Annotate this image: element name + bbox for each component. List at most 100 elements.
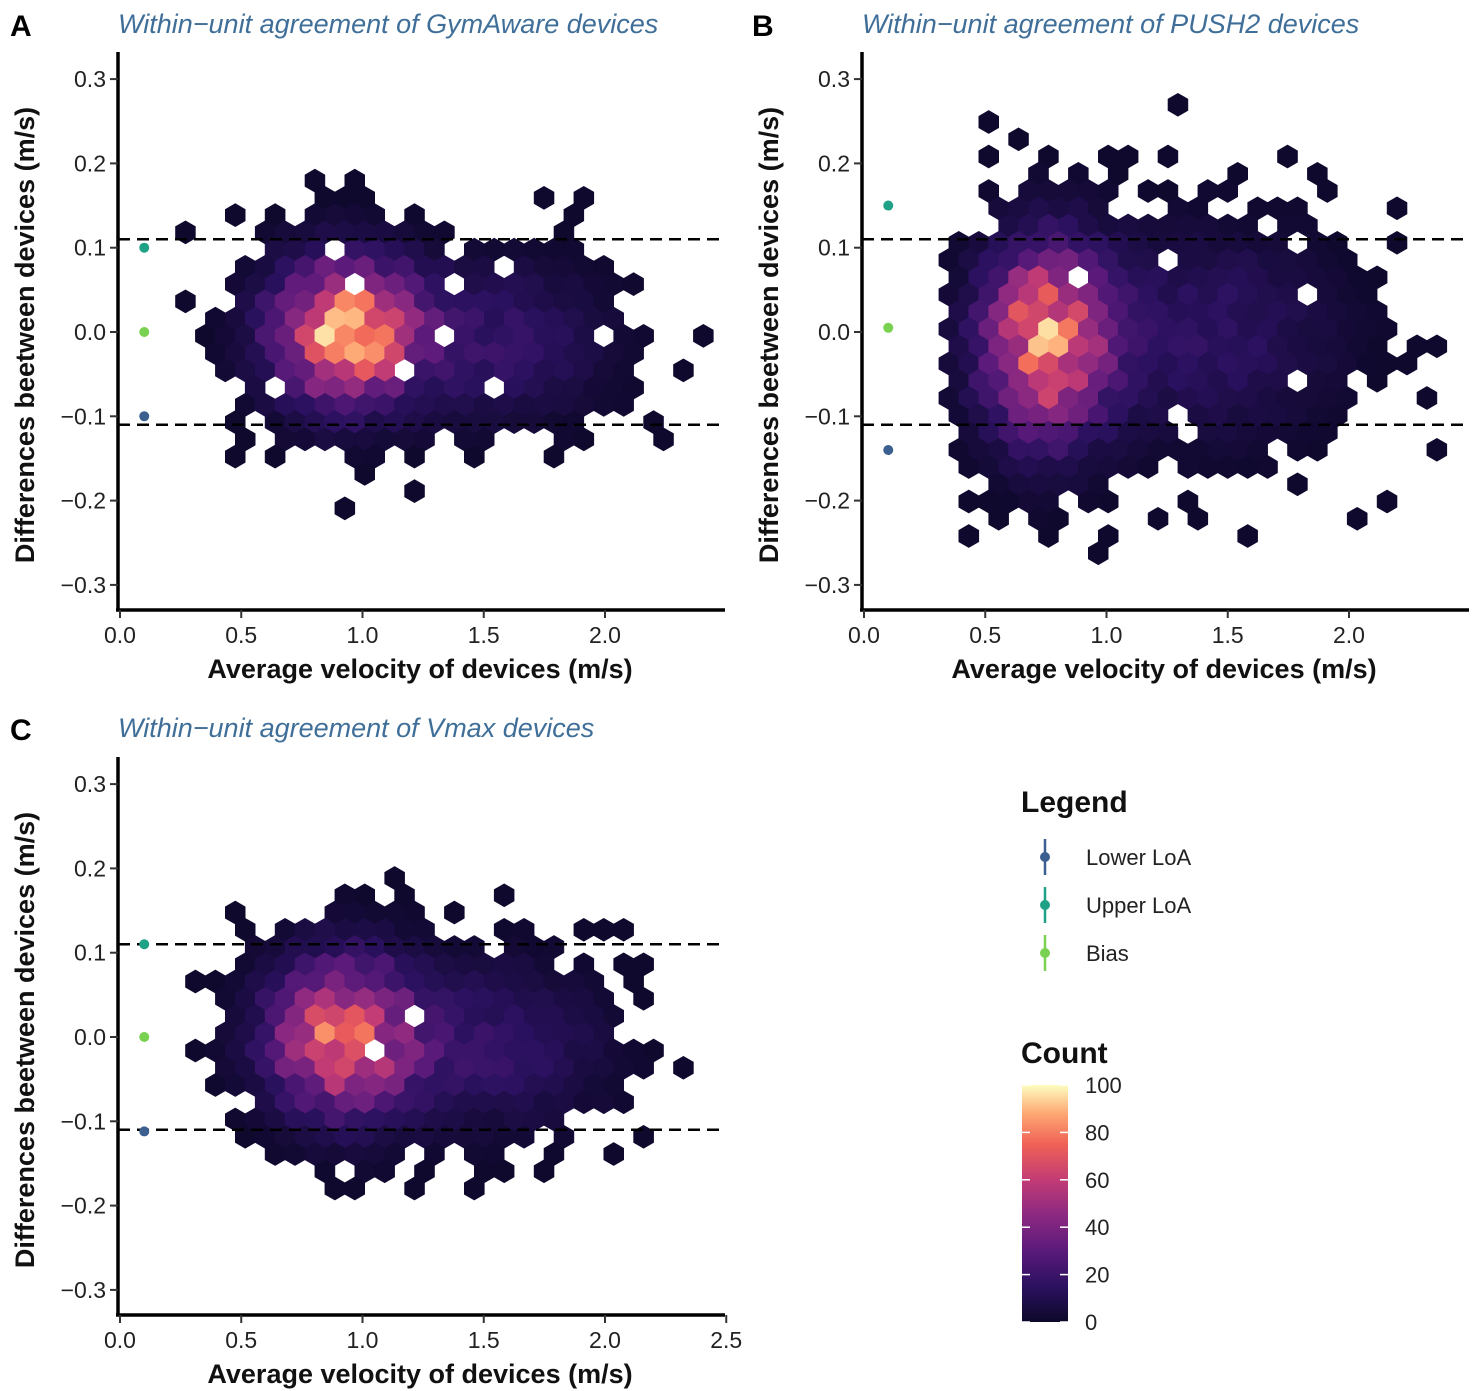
colorbar-ticks: 100 80 60 40 20 0	[1022, 1073, 1122, 1335]
panel-letter-a: A	[10, 10, 32, 43]
x-tick-label: 0.5	[969, 622, 1001, 648]
panel-letter-b: B	[752, 10, 774, 43]
hexbin	[573, 427, 595, 452]
y-tick-label: 0.2	[74, 855, 106, 881]
panel-a: A Within−unit agreement of GymAware devi…	[10, 9, 725, 684]
hexbin	[623, 272, 644, 296]
x-tick-label: 1.5	[468, 1327, 500, 1353]
hexbin	[533, 186, 555, 210]
hexbin	[404, 444, 425, 469]
colorbar: Count 100 80 60 40 20 0	[1021, 1037, 1122, 1335]
x-tick-label: 0.0	[848, 622, 880, 648]
y-tick-label: 0.1	[818, 235, 850, 261]
lower-loa-point	[883, 445, 894, 456]
hexbin	[1217, 179, 1238, 203]
hexbin	[1416, 386, 1438, 410]
y-tick-label: −0.3	[805, 572, 850, 598]
x-tick-label: 2.0	[589, 622, 621, 648]
legend-item-lower-loa: Lower LoA	[1040, 839, 1192, 875]
hexbin	[1366, 368, 1388, 393]
hexbin	[1098, 489, 1119, 514]
y-tick-label: −0.1	[61, 403, 106, 429]
y-tick-label: −0.3	[61, 1277, 106, 1303]
y-tick-label: −0.1	[805, 403, 850, 429]
hexbin	[1287, 472, 1308, 497]
upper-loa-point-key	[1040, 900, 1050, 910]
hexbin	[225, 203, 246, 227]
colorbar-tick-label: 60	[1085, 1168, 1109, 1193]
hexbin	[543, 444, 565, 469]
upper-loa-point	[139, 242, 150, 253]
y-tick-label: −0.2	[61, 1193, 106, 1219]
hexbin	[264, 444, 286, 469]
hexbin	[613, 393, 634, 417]
upper-loa-point	[883, 200, 894, 211]
hexbin	[1038, 524, 1059, 548]
colorbar-title: Count	[1021, 1037, 1108, 1070]
lower-loa-point-key	[1040, 852, 1050, 862]
hexbin	[1396, 351, 1418, 376]
hexbin	[613, 1090, 634, 1115]
hexbin	[613, 917, 634, 942]
hexbin	[693, 324, 714, 348]
y-tick-label: 0.2	[74, 150, 106, 176]
panel-b: B Within−unit agreement of PUSH2 devices…	[752, 9, 1469, 684]
hexbin	[1137, 455, 1159, 479]
hexbin	[493, 883, 515, 908]
y-tick-label: 0.3	[818, 66, 850, 92]
x-tick-label: 2.5	[710, 1327, 742, 1353]
panel-a-y-axis-title: Differences beetween devices (m/s)	[10, 107, 40, 563]
colorbar-tick-label: 20	[1085, 1263, 1109, 1288]
legend: Legend Lower LoA Upper LoA Bias	[1021, 786, 1192, 971]
hexbin	[404, 479, 425, 503]
plot-area-c: −0.3 −0.2 −0.1 0.0 0.1 0.2 0.3 0.0 0.5 1.0 1.5 2.0 2…	[61, 757, 742, 1353]
x-tick-label: 1.5	[468, 622, 500, 648]
panel-c-title: Within−unit agreement of Vmax devices	[118, 713, 594, 743]
hexbin	[1137, 179, 1159, 203]
hexbin	[1257, 455, 1278, 479]
hexbin	[1307, 437, 1328, 462]
hexbin	[633, 1124, 654, 1149]
hexbin	[1167, 92, 1189, 117]
x-tick-label: 0.0	[104, 622, 136, 648]
bias-point	[883, 322, 894, 333]
hexbin	[1157, 144, 1179, 169]
x-tick-label: 1.5	[1212, 622, 1244, 648]
hexbin	[1317, 179, 1338, 203]
hexbin	[633, 986, 654, 1011]
y-tick-label: −0.2	[805, 488, 850, 514]
y-tick-label: −0.2	[61, 488, 106, 514]
bias-point	[139, 327, 150, 337]
hexbin	[1277, 144, 1298, 169]
hexbin	[225, 444, 246, 469]
y-tick-label: 0.3	[74, 771, 106, 797]
hexbin	[1237, 524, 1258, 548]
y-tick-label: 0.1	[74, 940, 106, 966]
legend-label-bias: Bias	[1086, 941, 1129, 966]
hexbin	[444, 900, 465, 925]
hexbin	[1426, 437, 1448, 462]
x-tick-label: 0.0	[104, 1327, 136, 1353]
hexbin	[603, 1142, 625, 1166]
hexbin	[1088, 541, 1109, 566]
x-tick-label: 1.0	[347, 622, 379, 648]
hexbin	[1386, 230, 1408, 255]
x-tick-label: 0.5	[225, 622, 257, 648]
legend-item-bias: Bias	[1040, 935, 1129, 971]
panel-b-x-axis-title: Average velocity of devices (m/s)	[951, 654, 1376, 684]
x-tick-label: 0.5	[225, 1327, 257, 1353]
hexbin	[573, 917, 595, 942]
colorbar-tick-label: 40	[1085, 1215, 1109, 1240]
plot-area-b: −0.3 −0.2 −0.1 0.0 0.1 0.2 0.3 0.0 0.5 1.0 1.5 2.0	[805, 52, 1469, 648]
y-tick-label: 0.1	[74, 235, 106, 261]
colorbar-tick-label: 0	[1085, 1310, 1097, 1335]
hexbin	[493, 1159, 515, 1184]
panel-c: C Within−unit agreement of Vmax devices …	[10, 713, 742, 1389]
hexbin	[334, 496, 356, 521]
hexbin	[1147, 506, 1169, 531]
plot-area-a: −0.3 −0.2 −0.1 0.0 0.1 0.2 0.3 0.0 0.5 1.0 1.5 2.0	[61, 52, 725, 648]
lower-loa-point	[139, 411, 150, 422]
x-tick-label: 1.0	[1091, 622, 1123, 648]
x-tick-label: 1.0	[347, 1327, 379, 1353]
